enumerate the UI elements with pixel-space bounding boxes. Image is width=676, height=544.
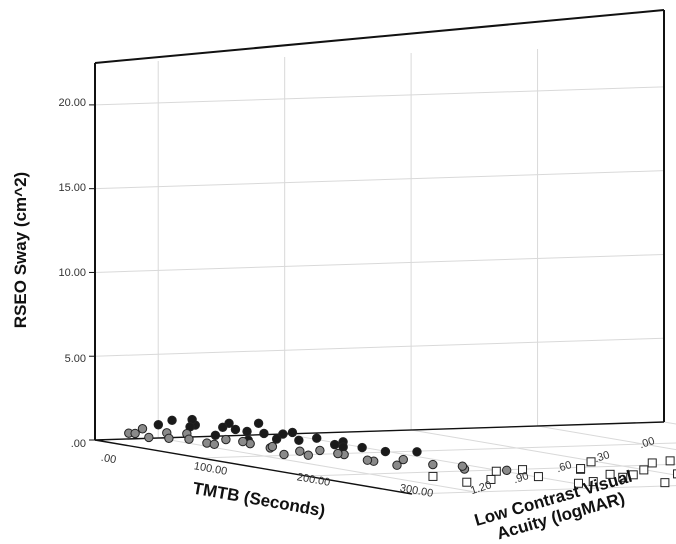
data-point bbox=[457, 461, 468, 471]
data-point bbox=[218, 422, 228, 432]
data-point bbox=[153, 420, 164, 430]
data-point bbox=[294, 435, 304, 445]
data-point bbox=[428, 459, 438, 470]
z-tick-label: 20.00 bbox=[58, 97, 86, 109]
data-point bbox=[330, 439, 340, 450]
axis-edge bbox=[94, 439, 413, 495]
data-point bbox=[312, 433, 322, 443]
data-point bbox=[210, 430, 221, 440]
data-point bbox=[278, 429, 288, 439]
y-tick-label: .90 bbox=[512, 470, 530, 486]
y-axis-title: Low Contrast Visual Acuity (logMAR) bbox=[472, 465, 644, 544]
axis-edge bbox=[94, 9, 665, 64]
data-point bbox=[380, 446, 391, 457]
z-tick-label: 10.00 bbox=[58, 267, 86, 279]
data-point bbox=[588, 477, 598, 487]
data-point bbox=[491, 466, 501, 476]
data-point bbox=[303, 450, 313, 460]
z-tick-label: 15.00 bbox=[58, 182, 86, 194]
z-axis-title: RSEO Sway (cm^2) bbox=[11, 172, 30, 328]
data-point bbox=[287, 427, 298, 438]
data-point bbox=[167, 415, 177, 426]
data-point bbox=[573, 478, 583, 488]
data-point bbox=[518, 465, 528, 475]
x-tick-label: 300.00 bbox=[399, 482, 434, 500]
data-point bbox=[501, 465, 512, 475]
z-tick-label: 5.00 bbox=[65, 353, 86, 365]
gridline bbox=[306, 463, 676, 477]
data-point bbox=[315, 445, 325, 456]
data-point bbox=[357, 442, 367, 453]
data-point bbox=[259, 428, 269, 439]
data-point bbox=[392, 460, 402, 470]
data-point bbox=[221, 434, 231, 445]
data-point bbox=[164, 433, 174, 443]
data-point bbox=[230, 424, 241, 435]
data-point bbox=[144, 432, 154, 443]
data-point bbox=[665, 456, 675, 466]
gridline bbox=[94, 253, 665, 273]
y-tick-label: 1.20 bbox=[469, 479, 493, 497]
y-tick-label: .30 bbox=[593, 449, 611, 465]
data-point bbox=[362, 455, 373, 465]
x-axis-title: TMTB (Seconds) bbox=[191, 479, 326, 521]
data-point bbox=[271, 434, 282, 444]
gridline bbox=[537, 425, 676, 451]
gridline bbox=[200, 442, 676, 459]
data-point bbox=[605, 469, 615, 479]
x-tick-label: .00 bbox=[100, 452, 117, 466]
data-points bbox=[124, 414, 676, 488]
data-point bbox=[486, 474, 496, 484]
data-point bbox=[279, 449, 289, 460]
gridline bbox=[94, 337, 665, 357]
data-point bbox=[267, 441, 278, 452]
data-point bbox=[533, 472, 543, 482]
data-point bbox=[398, 454, 408, 465]
data-point bbox=[209, 439, 220, 450]
data-point bbox=[137, 424, 148, 434]
plot-box bbox=[89, 9, 676, 495]
data-point bbox=[586, 457, 596, 467]
y-tick-label: .00 bbox=[638, 435, 656, 451]
data-point bbox=[184, 434, 194, 444]
data-point bbox=[462, 477, 472, 487]
data-point bbox=[253, 418, 264, 428]
data-point bbox=[295, 446, 305, 456]
data-point bbox=[242, 426, 252, 437]
gridline bbox=[94, 86, 665, 106]
data-point bbox=[628, 470, 638, 480]
data-point bbox=[130, 428, 140, 439]
data-point bbox=[333, 448, 343, 459]
y-tick-label: .60 bbox=[555, 459, 573, 475]
data-point bbox=[673, 469, 676, 479]
data-point bbox=[660, 478, 670, 488]
data-point bbox=[576, 464, 586, 474]
data-point bbox=[618, 472, 628, 482]
x-tick-label: 200.00 bbox=[296, 471, 331, 489]
gridline bbox=[411, 485, 676, 495]
data-point bbox=[639, 465, 649, 475]
data-point bbox=[428, 471, 438, 481]
axis-edge bbox=[94, 421, 665, 441]
gridline bbox=[94, 170, 665, 190]
data-point bbox=[238, 436, 248, 447]
data-point bbox=[647, 458, 657, 468]
z-tick-label: .00 bbox=[71, 438, 86, 450]
x-tick-label: 100.00 bbox=[193, 460, 228, 478]
data-point bbox=[412, 447, 422, 457]
